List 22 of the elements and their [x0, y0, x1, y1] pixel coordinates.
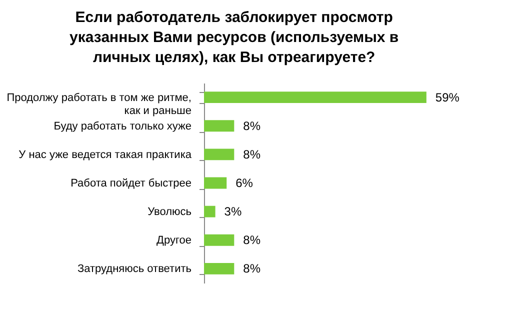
y-tick-label: Буду работать только хуже [54, 120, 192, 132]
bar [204, 234, 234, 246]
data-label: 8% [243, 262, 261, 276]
bar [204, 120, 234, 132]
data-label: 8% [243, 233, 261, 248]
data-label: 3% [224, 204, 242, 219]
bar [204, 148, 234, 160]
y-tick-label: У нас уже ведется такая практика [18, 148, 192, 161]
y-tick-label: Другое [156, 234, 192, 247]
bar [204, 92, 426, 103]
data-label: 59% [435, 90, 460, 104]
bar [204, 263, 234, 274]
data-label: 8% [243, 147, 261, 162]
data-label: 8% [243, 118, 261, 133]
chart-title: Если работодатель заблокирует просмотр указанных Вами ресурсов (используемых в личных целях), как Вы отреагируете? [70, 9, 399, 66]
y-tick-label: Работа пойдет быстрее [70, 178, 192, 190]
bar [204, 206, 216, 218]
y-tick-label: Затрудняюсь ответить [77, 263, 192, 276]
bar [204, 177, 227, 189]
y-tick-label: Продолжу работать в том же ритме, как и раньше [6, 92, 192, 117]
data-label: 6% [236, 176, 254, 190]
y-tick-label: Уволюсь [148, 206, 192, 218]
